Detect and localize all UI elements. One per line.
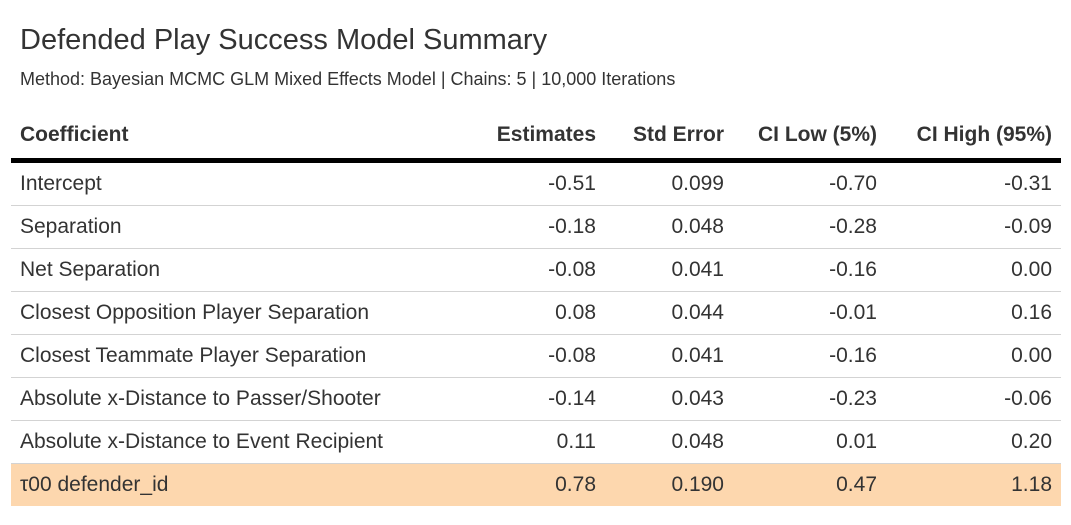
- table-row: Net Separation -0.08 0.041 -0.16 0.00: [11, 248, 1061, 292]
- cell-estimate: 0.11: [472, 420, 605, 464]
- cell-coefficient: Separation: [11, 205, 472, 249]
- page-subtitle: Method: Bayesian MCMC GLM Mixed Effects …: [20, 69, 676, 89]
- cell-ci-low: -0.23: [733, 377, 886, 421]
- column-header-estimates: Estimates: [472, 112, 605, 163]
- cell-coefficient: Closest Teammate Player Separation: [11, 334, 472, 378]
- cell-estimate: 0.08: [472, 291, 605, 335]
- column-header-ci-high: CI High (95%): [886, 112, 1061, 163]
- cell-ci-low: -0.16: [733, 248, 886, 292]
- cell-ci-low: 0.01: [733, 420, 886, 464]
- cell-ci-high: 0.20: [886, 420, 1061, 464]
- cell-estimate: -0.18: [472, 205, 605, 249]
- table-row: Absolute x-Distance to Event Recipient 0…: [11, 420, 1061, 464]
- cell-coefficient: Net Separation: [11, 248, 472, 292]
- column-header-coefficient: Coefficient: [11, 112, 472, 163]
- cell-ci-low: -0.01: [733, 291, 886, 335]
- cell-estimate: -0.14: [472, 377, 605, 421]
- cell-std-error: 0.048: [605, 420, 733, 464]
- table-row-highlighted: τ00 defender_id 0.78 0.190 0.47 1.18: [11, 463, 1061, 506]
- column-header-ci-low: CI Low (5%): [733, 112, 886, 163]
- cell-coefficient: Absolute x-Distance to Passer/Shooter: [11, 377, 472, 421]
- cell-ci-low: -0.28: [733, 205, 886, 249]
- cell-ci-high: -0.31: [886, 160, 1061, 206]
- page-title: Defended Play Success Model Summary: [20, 24, 548, 56]
- cell-std-error: 0.099: [605, 160, 733, 206]
- cell-ci-high: 0.00: [886, 334, 1061, 378]
- cell-ci-high: 0.00: [886, 248, 1061, 292]
- cell-std-error: 0.041: [605, 248, 733, 292]
- cell-std-error: 0.190: [605, 463, 733, 506]
- cell-ci-high: -0.06: [886, 377, 1061, 421]
- column-header-std-error: Std Error: [605, 112, 733, 163]
- table-row: Closest Opposition Player Separation 0.0…: [11, 291, 1061, 335]
- coefficient-table: Coefficient Estimates Std Error CI Low (…: [11, 112, 1061, 506]
- cell-estimate: -0.08: [472, 334, 605, 378]
- cell-ci-high: -0.09: [886, 205, 1061, 249]
- cell-estimate: 0.78: [472, 463, 605, 506]
- cell-std-error: 0.041: [605, 334, 733, 378]
- table-row: Separation -0.18 0.048 -0.28 -0.09: [11, 205, 1061, 249]
- cell-ci-high: 1.18: [886, 463, 1061, 506]
- table-header-row: Coefficient Estimates Std Error CI Low (…: [11, 112, 1061, 163]
- cell-ci-low: -0.70: [733, 160, 886, 206]
- cell-std-error: 0.043: [605, 377, 733, 421]
- cell-std-error: 0.048: [605, 205, 733, 249]
- cell-std-error: 0.044: [605, 291, 733, 335]
- cell-coefficient: τ00 defender_id: [11, 463, 472, 506]
- cell-estimate: -0.08: [472, 248, 605, 292]
- cell-coefficient: Absolute x-Distance to Event Recipient: [11, 420, 472, 464]
- table-row: Absolute x-Distance to Passer/Shooter -0…: [11, 377, 1061, 421]
- cell-estimate: -0.51: [472, 160, 605, 206]
- cell-ci-low: 0.47: [733, 463, 886, 506]
- cell-ci-high: 0.16: [886, 291, 1061, 335]
- cell-ci-low: -0.16: [733, 334, 886, 378]
- cell-coefficient: Intercept: [11, 160, 472, 206]
- table-row: Intercept -0.51 0.099 -0.70 -0.31: [11, 160, 1061, 206]
- table-row: Closest Teammate Player Separation -0.08…: [11, 334, 1061, 378]
- cell-coefficient: Closest Opposition Player Separation: [11, 291, 472, 335]
